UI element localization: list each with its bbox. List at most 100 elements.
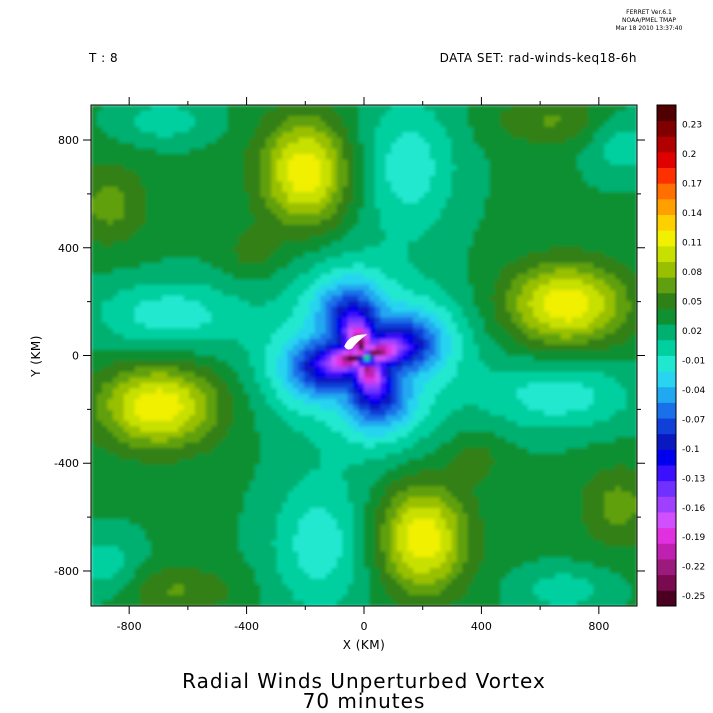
heatmap-cell <box>549 268 556 275</box>
heatmap-cell <box>298 246 305 253</box>
heatmap-cell <box>107 322 114 329</box>
heatmap-cell <box>309 252 316 259</box>
heatmap-cell <box>172 306 179 313</box>
heatmap-cell <box>118 159 125 166</box>
heatmap-cell <box>566 126 573 133</box>
heatmap-cell <box>609 164 616 171</box>
heatmap-cell <box>227 235 234 242</box>
heatmap-cell <box>232 295 240 302</box>
heatmap-cell <box>134 355 141 362</box>
heatmap-cell <box>418 186 425 193</box>
heatmap-cell <box>172 328 179 335</box>
heatmap-cell <box>369 110 376 117</box>
heatmap-cell <box>276 143 283 150</box>
heatmap-cell <box>424 126 431 133</box>
heatmap-cell <box>456 279 463 286</box>
heatmap-cell <box>151 252 158 259</box>
heatmap-cell <box>391 350 398 357</box>
heatmap-cell <box>293 301 300 308</box>
heatmap-cell <box>249 290 256 297</box>
heatmap-cell <box>462 360 469 367</box>
heatmap-cell <box>331 333 338 340</box>
heatmap-cell <box>260 197 267 204</box>
heatmap-cell <box>238 224 245 231</box>
heatmap-cell <box>112 366 119 373</box>
heatmap-cell <box>451 105 458 112</box>
heatmap-cell <box>101 301 108 308</box>
heatmap-cell <box>140 306 147 313</box>
heatmap-cell <box>631 175 637 182</box>
heatmap-cell <box>522 295 529 302</box>
heatmap-cell <box>134 322 141 329</box>
heatmap-cell <box>429 322 436 329</box>
heatmap-cell <box>516 132 523 139</box>
heatmap-cell <box>555 355 562 362</box>
heatmap-cell <box>211 148 218 155</box>
heatmap-cell <box>243 143 250 150</box>
heatmap-cell <box>238 306 245 313</box>
heatmap-cell <box>620 213 627 220</box>
heatmap-cell <box>211 175 218 182</box>
heatmap-cell <box>522 197 529 204</box>
heatmap-cell <box>216 132 223 139</box>
heatmap-cell <box>413 290 420 297</box>
heatmap-cell <box>183 301 190 308</box>
heatmap-cell <box>385 290 392 297</box>
heatmap-cell <box>161 371 169 378</box>
heatmap-cell <box>402 181 409 188</box>
heatmap-cell <box>156 208 163 215</box>
heatmap-cell <box>309 268 316 275</box>
heatmap-cell <box>260 339 267 346</box>
heatmap-cell <box>96 311 103 318</box>
heatmap-cell <box>478 350 485 357</box>
heatmap-cell <box>243 317 250 324</box>
heatmap-cell <box>265 322 272 329</box>
heatmap-cell <box>112 110 119 117</box>
heatmap-cell <box>587 181 594 188</box>
heatmap-cell <box>298 121 305 128</box>
heatmap-cell <box>609 121 616 128</box>
heatmap-cell <box>555 132 562 139</box>
heatmap-cell <box>489 295 496 302</box>
heatmap-cell <box>544 143 551 150</box>
heatmap-cell <box>161 262 169 269</box>
heatmap-cell <box>576 175 583 182</box>
heatmap-cell <box>129 181 136 188</box>
heatmap-cell <box>440 339 447 346</box>
heatmap-cell <box>462 192 469 199</box>
heatmap-cell <box>151 186 158 193</box>
heatmap-cell <box>380 208 387 215</box>
heatmap-cell <box>478 241 485 248</box>
heatmap-cell <box>609 224 616 231</box>
heatmap-cell <box>544 181 551 188</box>
heatmap-cell <box>342 295 349 302</box>
heatmap-cell <box>522 306 529 313</box>
heatmap-cell <box>172 203 179 210</box>
heatmap-cell <box>216 105 223 112</box>
heatmap-cell <box>631 301 637 308</box>
heatmap-cell <box>276 192 283 199</box>
heatmap-cell <box>615 121 622 128</box>
heatmap-cell <box>140 317 147 324</box>
heatmap-cell <box>571 279 578 286</box>
heatmap-cell <box>347 235 354 242</box>
heatmap-cell <box>489 154 496 161</box>
heatmap-cell <box>560 121 567 128</box>
heatmap-cell <box>516 311 523 318</box>
heatmap-cell <box>538 132 545 139</box>
heatmap-cell <box>434 219 442 226</box>
heatmap-cell <box>402 213 409 220</box>
heatmap-cell <box>429 306 436 313</box>
heatmap-cell <box>293 164 300 171</box>
heatmap-cell <box>582 115 589 122</box>
heatmap-cell <box>396 224 403 231</box>
heatmap-cell <box>396 252 403 259</box>
heatmap-cell <box>320 197 327 204</box>
heatmap-cell <box>544 159 551 166</box>
heatmap-cell <box>429 110 436 117</box>
heatmap-cell <box>385 317 392 324</box>
heatmap-cell <box>211 360 218 367</box>
heatmap-cell <box>391 208 398 215</box>
heatmap-cell <box>309 224 316 231</box>
heatmap-cell <box>145 366 152 373</box>
